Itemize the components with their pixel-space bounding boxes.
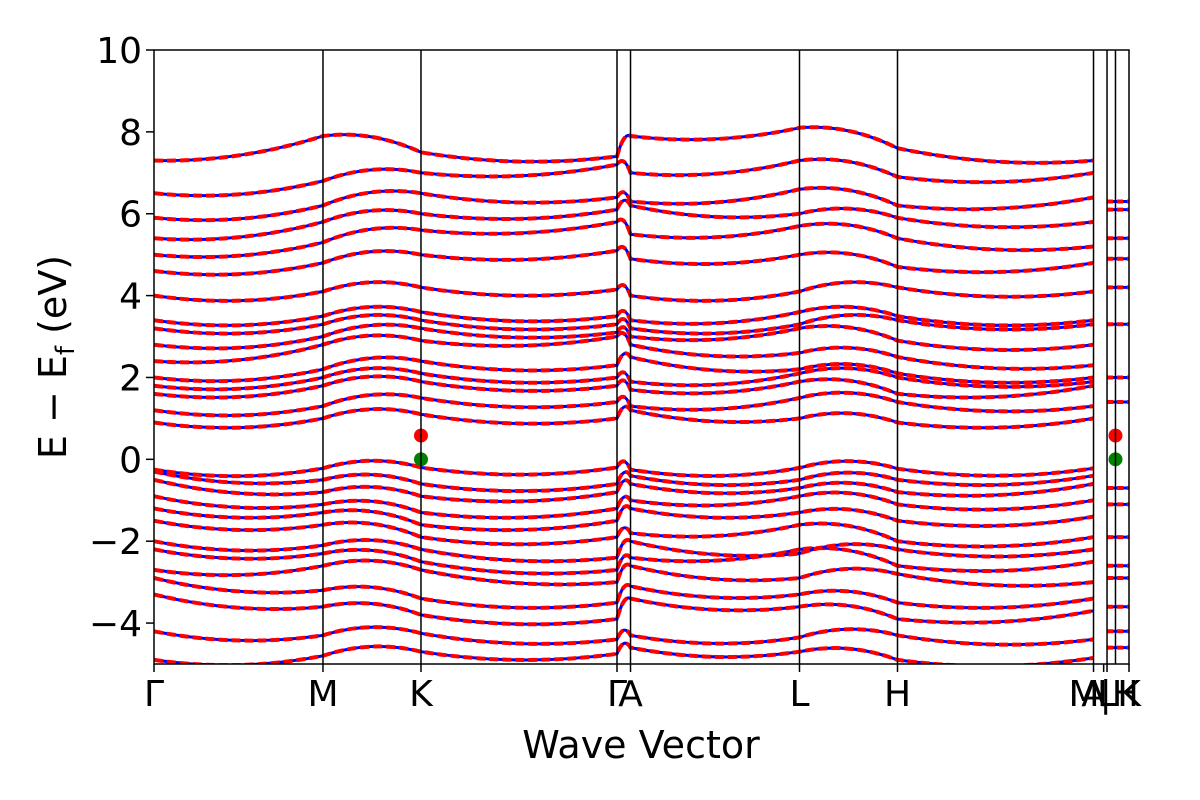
x-tick-label-4: A: [618, 674, 643, 715]
band-0-series-1: [154, 641, 1094, 664]
y-tick-label-2: 0: [119, 440, 142, 481]
x-tick-label-3: Γ: [607, 674, 627, 715]
band-17-series-1: [154, 351, 1094, 385]
y-axis-ticks: −4 −2 0 2 4 6 8 10: [89, 31, 154, 645]
x-axis-title: Wave Vector: [522, 723, 760, 767]
high-symmetry-lines: [322, 50, 1117, 664]
band-26-series-1: [154, 185, 1094, 223]
x-tick-label-2: K: [409, 674, 434, 715]
x-tick-label-0: Γ: [144, 674, 164, 715]
band-lines: [154, 125, 1129, 664]
x-tick-label-8: M|H: [1069, 674, 1139, 715]
y-axis-title-subscript: f: [51, 345, 81, 355]
y-tick-label-5: 6: [119, 195, 142, 236]
band-23-series-1: [154, 244, 1094, 277]
x-tick-label-1: M: [307, 674, 338, 715]
x-tick-label-6: H: [884, 674, 911, 715]
x-tick-label-10: K: [1117, 674, 1142, 715]
y-axis-title: E − Ef (eV): [31, 255, 81, 459]
band-edge-markers: [413, 428, 1123, 467]
band-0-series-0: [154, 641, 1094, 664]
y-axis-title-suffix: (eV): [31, 255, 75, 346]
band-21-series-1: [154, 304, 1094, 328]
x-tick-label-5: L: [789, 674, 809, 715]
y-tick-label-3: 2: [119, 358, 142, 399]
plot-frame: [153, 49, 1130, 665]
x-axis-ticks: Γ M K ΓA L H AM|HL K: [144, 664, 1142, 715]
band-22-series-1: [154, 280, 1094, 303]
y-tick-label-7: 10: [96, 31, 142, 72]
x-tick-label-7: A: [1081, 674, 1106, 715]
y-axis-title-prefix: E − E: [31, 355, 75, 459]
y-tick-label-6: 8: [119, 113, 142, 154]
x-tick-label-9: L: [1097, 674, 1117, 715]
y-tick-label-0: −4: [89, 604, 142, 645]
y-tick-label-4: 4: [119, 277, 142, 318]
y-tick-label-1: −2: [89, 522, 142, 563]
